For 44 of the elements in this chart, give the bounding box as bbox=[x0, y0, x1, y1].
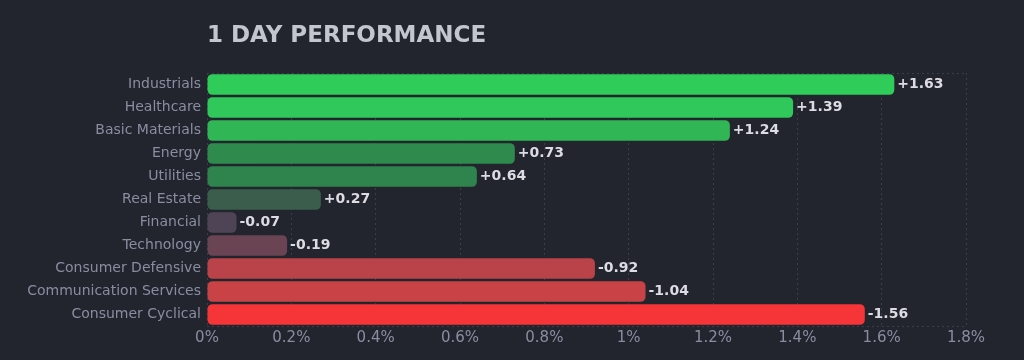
y-tick-label: Consumer Defensive bbox=[55, 259, 201, 276]
data-label: +0.73 bbox=[517, 144, 565, 161]
data-label: -0.07 bbox=[239, 213, 280, 230]
bar bbox=[207, 166, 477, 187]
bar bbox=[207, 120, 730, 141]
bar bbox=[207, 281, 646, 302]
bar bbox=[207, 189, 321, 210]
bar bbox=[207, 235, 288, 256]
x-tick-label: 0% bbox=[195, 327, 219, 346]
bar bbox=[207, 304, 865, 325]
bar bbox=[207, 143, 515, 164]
bar bbox=[207, 97, 794, 118]
x-tick-label: 1.4% bbox=[778, 327, 817, 346]
x-tick-label: 1.6% bbox=[862, 327, 901, 346]
data-label: +1.24 bbox=[732, 121, 780, 138]
y-tick-label: Financial bbox=[139, 213, 201, 230]
y-tick-label: Basic Materials bbox=[95, 121, 201, 138]
bar bbox=[207, 74, 895, 95]
y-tick-label: Technology bbox=[121, 236, 201, 253]
x-tick-label: 1.8% bbox=[946, 327, 986, 346]
data-label: +1.39 bbox=[796, 98, 843, 115]
y-tick-label: Consumer Cyclical bbox=[71, 305, 201, 322]
data-label: -1.04 bbox=[648, 282, 690, 299]
x-tick-label: 1.2% bbox=[693, 327, 733, 346]
data-label: -0.19 bbox=[290, 236, 331, 253]
data-label: +0.64 bbox=[479, 167, 527, 184]
bar bbox=[207, 258, 595, 279]
chart-title: 1 DAY PERFORMANCE bbox=[207, 20, 487, 47]
y-tick-label: Industrials bbox=[128, 75, 201, 92]
y-tick-label: Utilities bbox=[148, 167, 201, 184]
y-tick-label: Real Estate bbox=[122, 190, 201, 207]
y-tick-label: Healthcare bbox=[124, 98, 201, 115]
x-tick-label: 0.6% bbox=[440, 327, 480, 346]
data-label: +1.63 bbox=[897, 75, 944, 92]
y-tick-label: Energy bbox=[151, 144, 201, 161]
x-tick-label: 0.8% bbox=[525, 327, 564, 346]
x-tick-label: 0.4% bbox=[356, 327, 395, 346]
data-label: +0.27 bbox=[323, 190, 371, 207]
y-tick-label: Communication Services bbox=[27, 282, 201, 299]
data-label: -1.56 bbox=[867, 305, 909, 322]
data-label: -0.92 bbox=[597, 259, 639, 276]
bar bbox=[207, 212, 237, 233]
x-tick-label: 1% bbox=[616, 327, 641, 346]
x-tick-label: 0.2% bbox=[272, 327, 311, 346]
